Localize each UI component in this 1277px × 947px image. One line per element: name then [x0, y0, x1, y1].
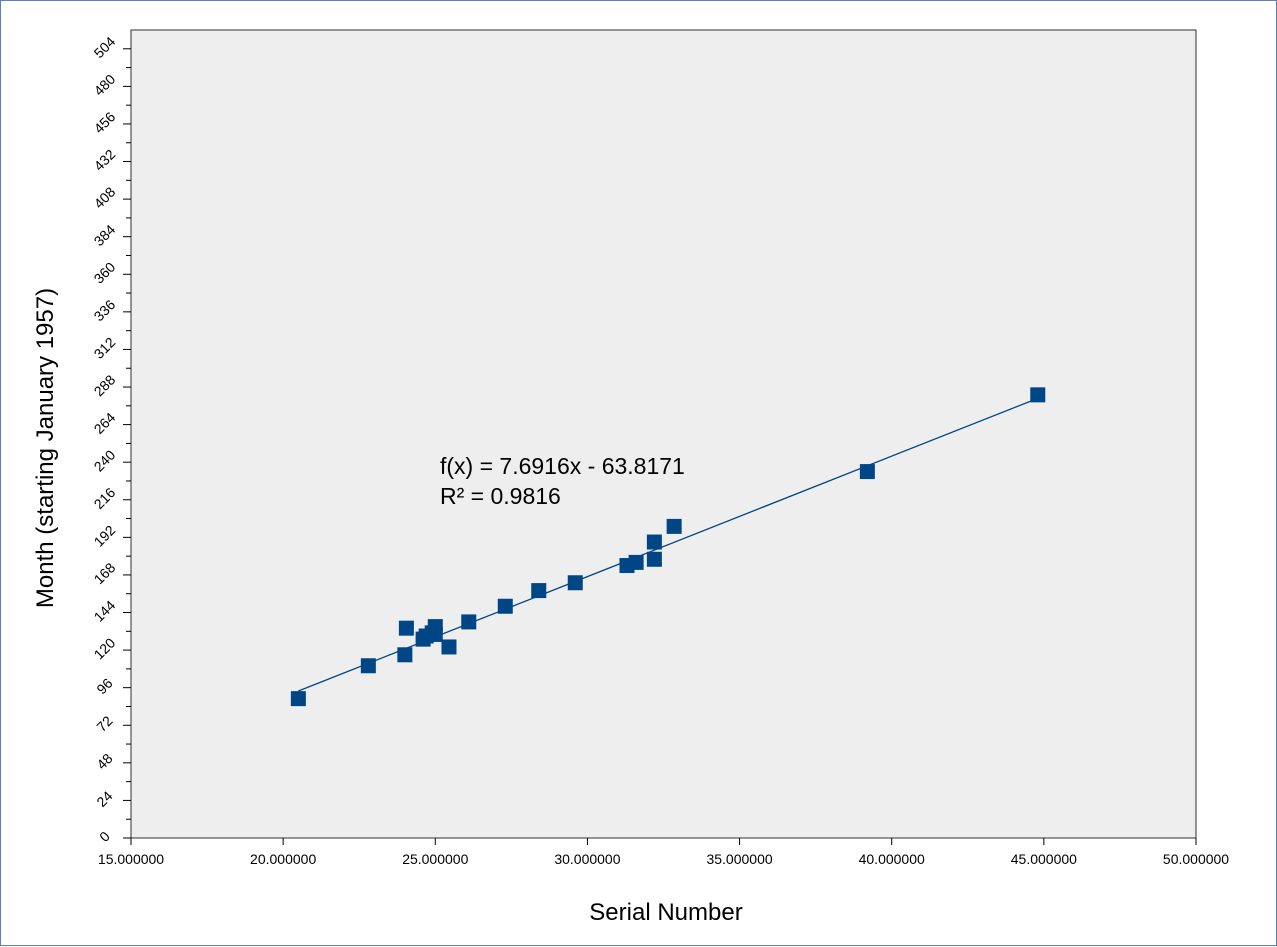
x-tick-label: 20.000000: [250, 851, 316, 867]
y-tick-label: 48: [93, 750, 115, 772]
x-tick-label: 50.000000: [1163, 851, 1229, 867]
y-tick-label: 168: [91, 559, 119, 587]
data-point: [397, 647, 413, 663]
data-point: [859, 464, 875, 480]
x-tick-label: 45.000000: [1011, 851, 1077, 867]
y-tick-label: 384: [91, 221, 119, 249]
y-tick-label: 192: [91, 522, 119, 550]
x-tick-label: 30.000000: [554, 851, 620, 867]
data-points: [290, 387, 1046, 707]
x-axis-title: Serial Number: [589, 899, 742, 926]
y-tick-label: 456: [91, 108, 119, 136]
data-point: [567, 575, 583, 591]
y-tick-label: 120: [91, 634, 119, 662]
data-point: [427, 619, 443, 635]
x-axis: 15.000000 20.000000 25.000000 30.000000 35.0…: [98, 838, 1229, 867]
data-point: [646, 551, 662, 567]
y-tick-label: 0: [96, 828, 113, 845]
x-tick-label: 40.000000: [859, 851, 925, 867]
trendline-equation: f(x) = 7.6916x - 63.8171: [440, 453, 685, 479]
y-tick-label: 96: [93, 675, 115, 697]
y-tick-label: 504: [91, 33, 119, 61]
y-tick-label: 24: [93, 788, 115, 810]
data-point: [628, 554, 644, 570]
y-tick-label: 408: [91, 184, 119, 212]
data-point: [497, 598, 513, 614]
y-axis-title: Month (starting January 1957): [32, 288, 59, 608]
data-point: [441, 639, 457, 655]
y-tick-label: 144: [91, 597, 119, 625]
y-tick-label: 72: [93, 712, 115, 734]
y-tick-label: 240: [91, 447, 119, 475]
plot-area: [130, 29, 1197, 839]
data-point: [1030, 387, 1046, 403]
y-tick-label: 264: [91, 409, 119, 437]
y-tick-label: 288: [91, 371, 119, 399]
data-point: [398, 620, 414, 636]
data-point: [646, 534, 662, 550]
x-tick-label: 25.000000: [402, 851, 468, 867]
x-tick-label: 15.000000: [98, 851, 164, 867]
y-tick-label: 336: [91, 296, 119, 324]
y-tick-label: 360: [91, 259, 119, 287]
y-tick-label: 432: [91, 146, 119, 174]
y-tick-label: 216: [91, 484, 119, 512]
y-tick-label: 480: [91, 71, 119, 99]
data-point: [360, 658, 376, 674]
y-axis: 0 24 48 72 96 120 144 168 192 216 240 264 288 312 336 3…: [91, 33, 131, 845]
y-tick-label: 312: [91, 334, 119, 362]
data-point: [666, 518, 682, 534]
data-point: [531, 583, 547, 599]
x-tick-label: 35.000000: [706, 851, 772, 867]
data-point: [461, 614, 477, 630]
trendline-r-squared: R² = 0.9816: [440, 483, 561, 509]
data-point: [290, 691, 306, 707]
